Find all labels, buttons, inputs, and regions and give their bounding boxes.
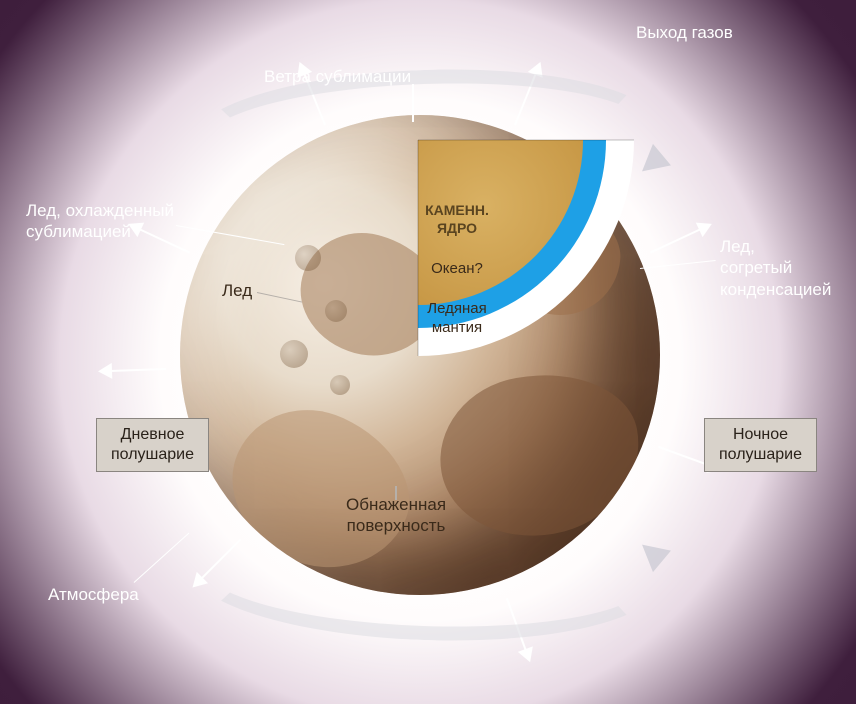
label-atmosphere: Атмосфера bbox=[48, 584, 139, 605]
label-ice-mantle: Ледяная мантия bbox=[412, 300, 502, 338]
leader-line bbox=[395, 486, 397, 500]
leader-line bbox=[412, 84, 414, 122]
label-exposed-surface: Обнаженная поверхность bbox=[346, 494, 446, 537]
crater bbox=[325, 300, 347, 322]
label-core: КАМЕНН. ЯДРО bbox=[412, 202, 502, 237]
badge-night-hemisphere: Ночное полушарие bbox=[704, 418, 817, 472]
label-ice: Лед bbox=[222, 280, 252, 301]
crater bbox=[330, 375, 350, 395]
label-ocean: Океан? bbox=[412, 260, 502, 279]
badge-day-hemisphere: Дневное полушарие bbox=[96, 418, 209, 472]
label-ice-warmed: Лед, согретый конденсацией bbox=[720, 236, 831, 300]
crater bbox=[295, 245, 321, 271]
cutaway-wedge bbox=[418, 140, 652, 374]
cutaway-edge bbox=[418, 139, 634, 141]
label-sublimation-winds: Ветра сублимации bbox=[264, 66, 411, 87]
crater bbox=[280, 340, 308, 368]
label-ice-cooled: Лед, охлажденный сублимацией bbox=[26, 200, 174, 243]
label-gas-escape: Выход газов bbox=[636, 22, 733, 43]
